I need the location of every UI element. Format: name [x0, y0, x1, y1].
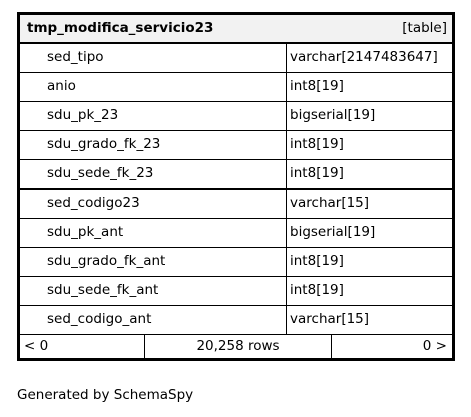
column-name: sed_codigo_ant	[19, 304, 287, 335]
column-type: int8[19]	[286, 72, 453, 103]
column-name: sdu_grado_fk_23	[19, 130, 287, 161]
column-name: sdu_pk_23	[19, 101, 287, 132]
column-name: anio	[19, 72, 287, 103]
column-type: int8[19]	[286, 246, 453, 277]
table-title[interactable]: tmp_modifica_servicio23	[27, 20, 214, 36]
column-type: bigserial[19]	[286, 101, 453, 132]
column-name: sed_codigo23	[19, 188, 287, 219]
column-name: sed_tipo	[19, 43, 287, 74]
footer-next[interactable]: 0 >	[331, 334, 453, 359]
column-type: bigserial[19]	[286, 217, 453, 248]
column-name: sdu_pk_ant	[19, 217, 287, 248]
generated-note: Generated by SchemaSpy	[17, 387, 194, 403]
column-name: sdu_grado_fk_ant	[19, 246, 287, 277]
table-kind: [table]	[402, 20, 447, 36]
column-type: int8[19]	[286, 130, 453, 161]
footer-prev[interactable]: < 0	[19, 334, 145, 359]
column-type: int8[19]	[286, 275, 453, 306]
column-type: int8[19]	[286, 159, 453, 190]
column-name: sdu_sede_fk_23	[19, 159, 287, 190]
footer-rows: 20,258 rows	[144, 334, 332, 359]
column-name: sdu_sede_fk_ant	[19, 275, 287, 306]
column-type: varchar[15]	[286, 304, 453, 335]
table-header: tmp_modifica_servicio23 [table]	[19, 14, 453, 43]
column-type: varchar[2147483647]	[286, 43, 453, 74]
column-type: varchar[15]	[286, 188, 453, 219]
table-box: tmp_modifica_servicio23 [table] < 0 20,2…	[17, 12, 455, 361]
